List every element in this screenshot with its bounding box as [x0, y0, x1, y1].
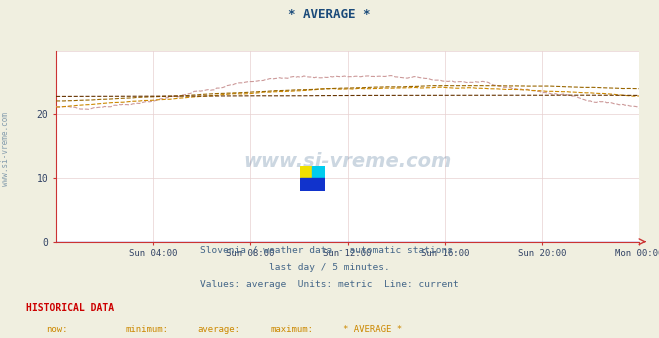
Text: maximum:: maximum: [270, 325, 313, 335]
Text: minimum:: minimum: [125, 325, 168, 335]
Bar [312, 166, 325, 178]
Text: www.si-vreme.com: www.si-vreme.com [1, 112, 10, 186]
Text: now:: now: [46, 325, 68, 335]
Bar [300, 166, 312, 178]
Text: Slovenia / weather data - automatic stations.: Slovenia / weather data - automatic stat… [200, 245, 459, 254]
Text: average:: average: [198, 325, 241, 335]
Text: * AVERAGE *: * AVERAGE * [343, 325, 402, 335]
Text: HISTORICAL DATA: HISTORICAL DATA [26, 303, 115, 313]
Text: last day / 5 minutes.: last day / 5 minutes. [269, 263, 390, 272]
Bar [300, 178, 325, 191]
Text: * AVERAGE *: * AVERAGE * [288, 8, 371, 21]
Text: Values: average  Units: metric  Line: current: Values: average Units: metric Line: curr… [200, 280, 459, 289]
Text: www.si-vreme.com: www.si-vreme.com [243, 152, 452, 171]
